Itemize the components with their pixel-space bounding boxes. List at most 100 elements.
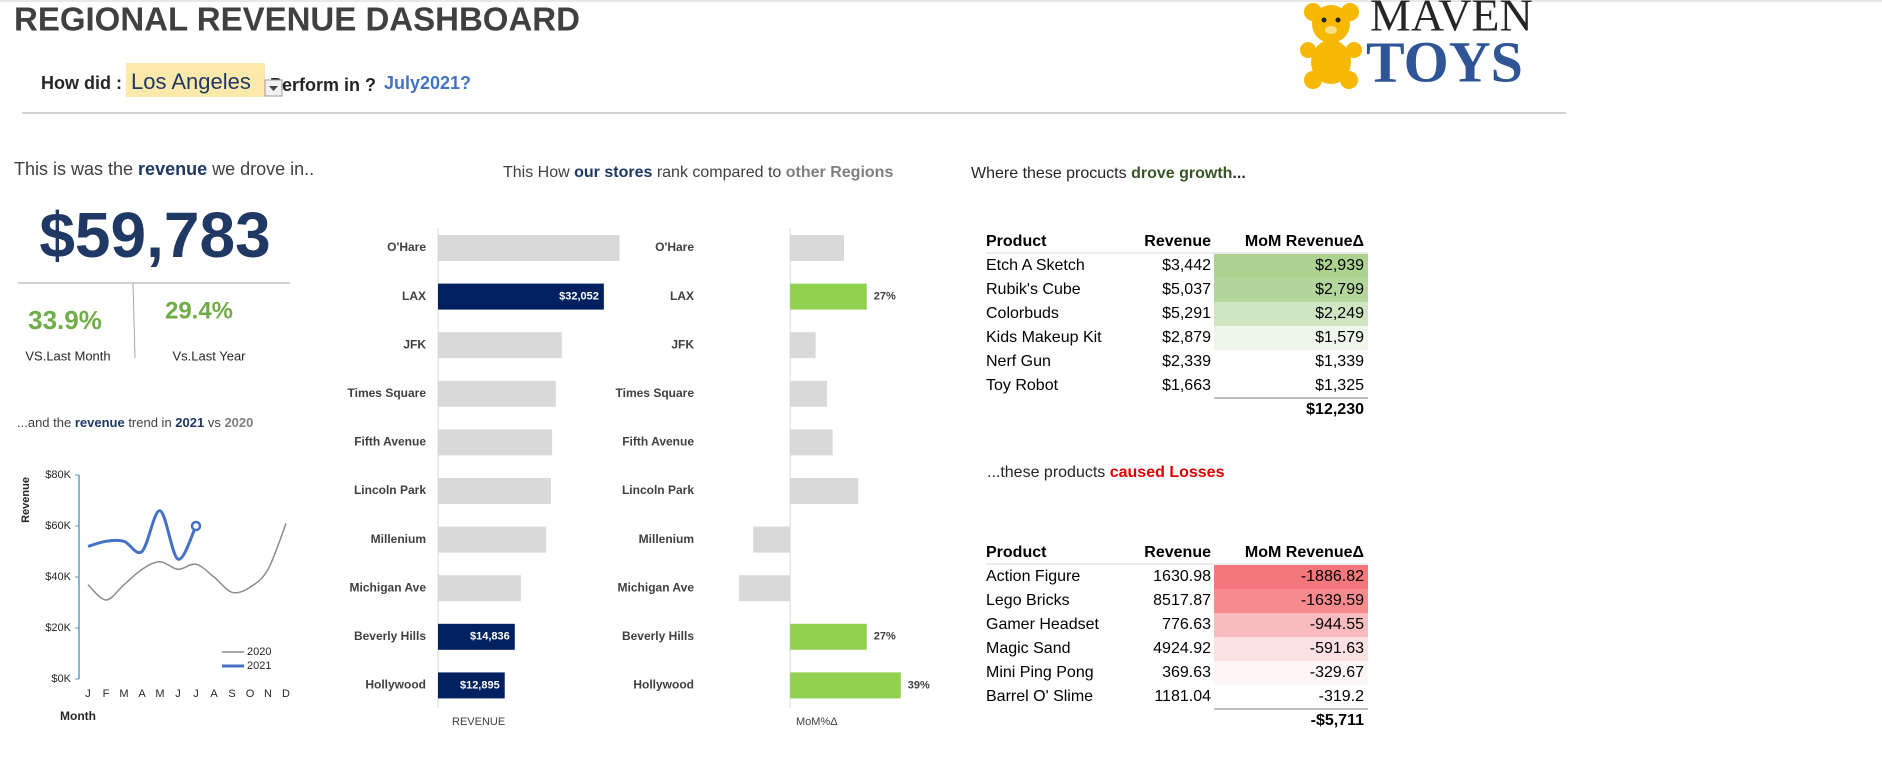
table-cell: -1886.82 bbox=[1301, 568, 1364, 585]
y-tick-label: $40K bbox=[45, 571, 71, 583]
category-label: Fifth Avenue bbox=[622, 435, 694, 449]
table-cell: $1,339 bbox=[1315, 353, 1364, 370]
category-label: Hollywood bbox=[365, 678, 426, 692]
bar bbox=[438, 623, 515, 650]
section-heading: ...these products caused Losses bbox=[987, 464, 1225, 481]
table-cell: 8517.87 bbox=[1153, 592, 1211, 609]
bar bbox=[790, 332, 816, 359]
kpi-yoy-label: Vs.Last Year bbox=[173, 348, 247, 363]
table-cell: $2,339 bbox=[1162, 353, 1211, 370]
category-label: Times Square bbox=[616, 386, 695, 400]
logo-toys: TOYS bbox=[1366, 29, 1523, 94]
column-header: Product bbox=[986, 544, 1047, 561]
heading-part: our stores bbox=[574, 164, 652, 181]
category-label: Lincoln Park bbox=[354, 483, 426, 497]
table-cell: -944.55 bbox=[1310, 616, 1364, 633]
bar bbox=[790, 380, 828, 407]
x-tick-label: D bbox=[282, 688, 290, 700]
table-cell: Kids Makeup Kit bbox=[986, 329, 1102, 346]
delta-cell bbox=[1214, 589, 1368, 613]
y-tick-label: $0K bbox=[51, 673, 71, 685]
dropdown-arrow bbox=[269, 86, 278, 91]
delta-cell bbox=[1214, 254, 1368, 278]
bar bbox=[790, 235, 845, 261]
delta-cell bbox=[1214, 637, 1368, 661]
heading-part: ...these products bbox=[987, 464, 1110, 481]
table-cell: $5,291 bbox=[1162, 305, 1211, 322]
y-tick-label: $80K bbox=[45, 469, 71, 481]
category-label: O'Hare bbox=[387, 240, 426, 254]
heading-part: rank compared to bbox=[652, 164, 785, 181]
table-cell: 1181.04 bbox=[1154, 688, 1211, 705]
x-axis-label: MoM%Δ bbox=[796, 716, 838, 728]
section-heading: This How our stores rank compared to oth… bbox=[503, 164, 893, 181]
bar bbox=[438, 283, 604, 310]
heading-part: 2020 bbox=[224, 415, 253, 430]
value-label: $12,895 bbox=[460, 679, 500, 691]
table-total: $12,230 bbox=[1306, 401, 1364, 418]
category-label: Millenium bbox=[639, 532, 694, 546]
table-cell: Colorbuds bbox=[986, 305, 1059, 322]
table-cell: Etch A Sketch bbox=[986, 257, 1085, 274]
bar bbox=[790, 478, 859, 504]
bar bbox=[790, 672, 901, 699]
value-label: $32,052 bbox=[559, 291, 599, 303]
table-cell: $2,939 bbox=[1315, 257, 1364, 274]
table-cell: 4924.92 bbox=[1153, 640, 1211, 657]
bar bbox=[790, 429, 833, 456]
delta-cell bbox=[1214, 685, 1368, 709]
end-marker bbox=[190, 520, 202, 532]
bar bbox=[753, 526, 791, 553]
y-tick-label: $20K bbox=[45, 622, 71, 634]
kpi-divider bbox=[132, 282, 136, 359]
category-label: Times Square bbox=[348, 386, 427, 400]
value-label: 27% bbox=[874, 631, 896, 643]
region-cell bbox=[126, 63, 265, 97]
category-label: Beverly Hills bbox=[622, 629, 694, 643]
legend-label: 2020 bbox=[247, 646, 271, 658]
section-heading: ...and the revenue trend in 2021 vs 2020 bbox=[17, 415, 253, 430]
table-cell: $5,037 bbox=[1162, 281, 1211, 298]
prompt: How did : bbox=[41, 73, 122, 93]
category-label: LAX bbox=[670, 289, 694, 303]
category-label: O'Hare bbox=[655, 240, 694, 254]
column-header: MoM RevenueΔ bbox=[1245, 233, 1364, 250]
table-cell: Barrel O' Slime bbox=[986, 688, 1093, 705]
category-label: Michigan Ave bbox=[618, 580, 695, 594]
category-label: LAX bbox=[402, 289, 426, 303]
heading-part: revenue bbox=[75, 415, 125, 430]
table-cell: 369.63 bbox=[1162, 664, 1211, 681]
x-tick-label: O bbox=[246, 688, 255, 700]
category-label: Millenium bbox=[371, 532, 426, 546]
table-cell: $1,325 bbox=[1315, 377, 1364, 394]
category-label: Hollywood bbox=[633, 678, 694, 692]
x-tick-label: J bbox=[85, 688, 91, 700]
table-cell: Mini Ping Pong bbox=[986, 664, 1094, 681]
period: July2021? bbox=[384, 73, 471, 93]
heading-part: other Regions bbox=[786, 164, 894, 181]
x-tick-label: A bbox=[210, 688, 218, 700]
delta-cell bbox=[1214, 326, 1368, 350]
y-axis-label: Revenue bbox=[20, 477, 32, 523]
legend-label: 2021 bbox=[247, 660, 271, 672]
column-header: Product bbox=[986, 233, 1047, 250]
bar bbox=[739, 575, 791, 602]
table-cell: -591.63 bbox=[1310, 640, 1364, 657]
delta-cell bbox=[1214, 350, 1368, 374]
heading-part: revenue bbox=[138, 159, 207, 179]
x-tick-label: N bbox=[264, 688, 272, 700]
table-cell: $2,799 bbox=[1315, 281, 1364, 298]
section-heading: This is was the revenue we drove in.. bbox=[14, 159, 314, 179]
region[interactable]: Los Angeles bbox=[131, 69, 251, 94]
x-tick-label: M bbox=[155, 688, 164, 700]
table-cell: $1,663 bbox=[1162, 377, 1211, 394]
delta-cell bbox=[1214, 661, 1368, 685]
table-cell: Action Figure bbox=[986, 568, 1080, 585]
column-header: MoM RevenueΔ bbox=[1245, 544, 1364, 561]
table-cell: $1,579 bbox=[1315, 329, 1364, 346]
x-tick-label: F bbox=[103, 688, 110, 700]
table-cell: $2,879 bbox=[1162, 329, 1211, 346]
column-header: Revenue bbox=[1144, 233, 1211, 250]
